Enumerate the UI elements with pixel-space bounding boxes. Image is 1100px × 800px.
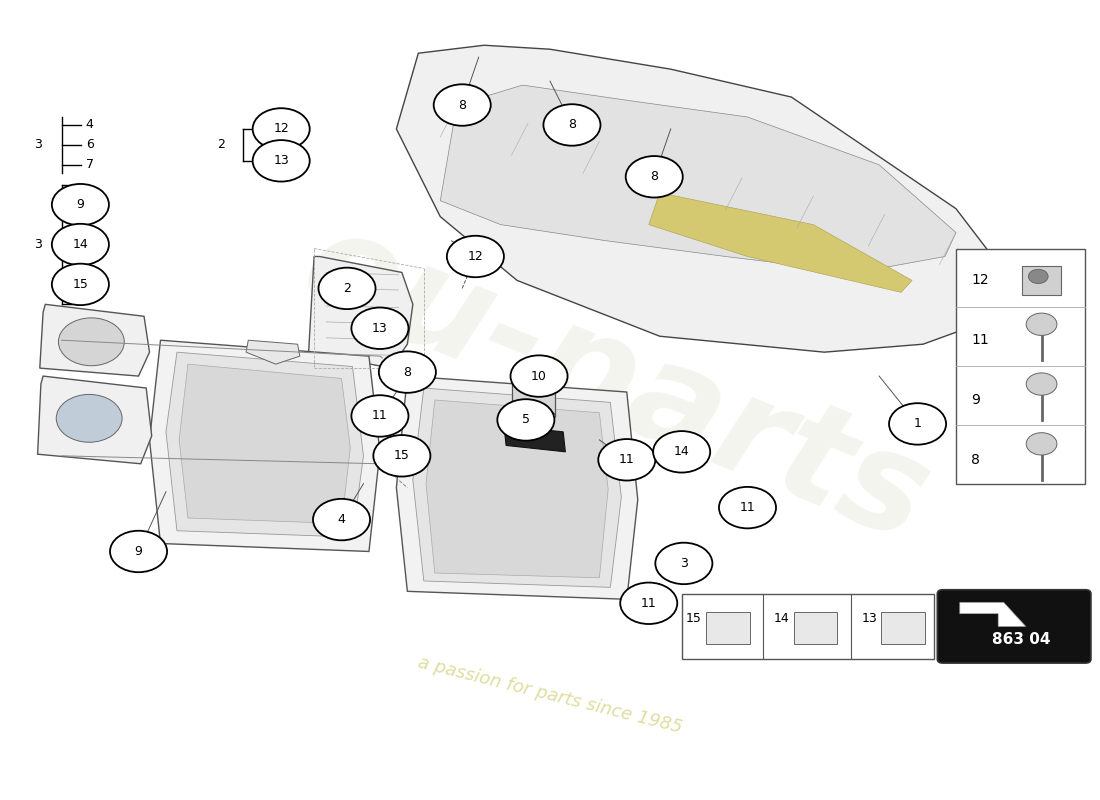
Circle shape (253, 108, 310, 150)
Ellipse shape (512, 365, 556, 379)
Polygon shape (166, 352, 363, 537)
Polygon shape (309, 257, 412, 368)
Circle shape (497, 399, 554, 441)
Polygon shape (504, 426, 565, 452)
Circle shape (253, 140, 310, 182)
FancyBboxPatch shape (937, 590, 1091, 663)
Text: 11: 11 (619, 454, 635, 466)
Text: 13: 13 (861, 612, 878, 625)
Circle shape (1026, 433, 1057, 455)
FancyBboxPatch shape (956, 249, 1086, 484)
Circle shape (543, 104, 601, 146)
Text: 12: 12 (273, 122, 289, 135)
Text: 11: 11 (372, 410, 388, 422)
Text: 15: 15 (686, 612, 702, 625)
Circle shape (447, 236, 504, 278)
Circle shape (510, 355, 568, 397)
Circle shape (58, 318, 124, 366)
Polygon shape (246, 340, 300, 364)
Circle shape (653, 431, 711, 473)
Circle shape (52, 224, 109, 266)
Text: 3: 3 (680, 557, 688, 570)
Text: 14: 14 (773, 612, 790, 625)
Text: 9: 9 (134, 545, 143, 558)
Circle shape (52, 264, 109, 305)
Text: 4: 4 (338, 513, 345, 526)
Text: 7: 7 (86, 158, 94, 171)
Text: 14: 14 (73, 238, 88, 251)
Text: 13: 13 (273, 154, 289, 167)
Text: 10: 10 (531, 370, 547, 382)
Polygon shape (440, 85, 956, 273)
FancyBboxPatch shape (1022, 266, 1062, 294)
Circle shape (56, 394, 122, 442)
Circle shape (1026, 373, 1057, 395)
Text: 3: 3 (34, 238, 42, 251)
Text: 863 04: 863 04 (992, 632, 1050, 647)
Text: 13: 13 (372, 322, 388, 334)
Bar (512, 372, 556, 416)
Text: 8: 8 (650, 170, 658, 183)
FancyBboxPatch shape (706, 612, 750, 644)
Polygon shape (40, 304, 150, 376)
Circle shape (351, 307, 408, 349)
Circle shape (110, 530, 167, 572)
Circle shape (351, 395, 408, 437)
Text: 3: 3 (34, 138, 42, 151)
Text: 12: 12 (971, 274, 989, 287)
FancyBboxPatch shape (682, 594, 934, 659)
Circle shape (598, 439, 656, 481)
Text: 15: 15 (73, 278, 88, 291)
Text: 8: 8 (971, 453, 980, 466)
Text: 14: 14 (674, 446, 690, 458)
Circle shape (626, 156, 683, 198)
Polygon shape (426, 400, 608, 578)
Circle shape (378, 351, 436, 393)
Text: 9: 9 (77, 198, 85, 211)
Text: eu-parts: eu-parts (284, 198, 948, 570)
Text: 11: 11 (641, 597, 657, 610)
Circle shape (1026, 313, 1057, 335)
Text: 8: 8 (404, 366, 411, 378)
Text: 8: 8 (459, 98, 466, 111)
Polygon shape (960, 602, 1025, 626)
Circle shape (319, 268, 375, 309)
Polygon shape (37, 376, 152, 464)
Text: 4: 4 (86, 118, 94, 131)
Circle shape (656, 542, 713, 584)
Circle shape (1028, 270, 1048, 284)
Text: 15: 15 (394, 450, 410, 462)
Text: a passion for parts since 1985: a passion for parts since 1985 (416, 654, 684, 737)
Polygon shape (179, 364, 350, 523)
Text: 11: 11 (971, 334, 989, 347)
Text: 12: 12 (468, 250, 483, 263)
Text: 1: 1 (914, 418, 922, 430)
Circle shape (314, 499, 370, 540)
Text: 9: 9 (971, 393, 980, 407)
Polygon shape (649, 193, 912, 292)
Ellipse shape (512, 409, 556, 423)
Polygon shape (412, 388, 622, 587)
Text: 2: 2 (343, 282, 351, 295)
FancyBboxPatch shape (881, 612, 925, 644)
Polygon shape (396, 376, 638, 599)
Circle shape (52, 184, 109, 226)
Text: 8: 8 (568, 118, 576, 131)
Circle shape (433, 84, 491, 126)
Text: 5: 5 (521, 414, 530, 426)
Text: 6: 6 (86, 138, 94, 151)
Text: 11: 11 (739, 501, 756, 514)
Circle shape (620, 582, 678, 624)
Polygon shape (396, 46, 1011, 352)
Circle shape (719, 487, 775, 528)
Polygon shape (150, 340, 380, 551)
Circle shape (889, 403, 946, 445)
FancyBboxPatch shape (793, 612, 837, 644)
Circle shape (373, 435, 430, 477)
Text: 2: 2 (217, 138, 224, 151)
